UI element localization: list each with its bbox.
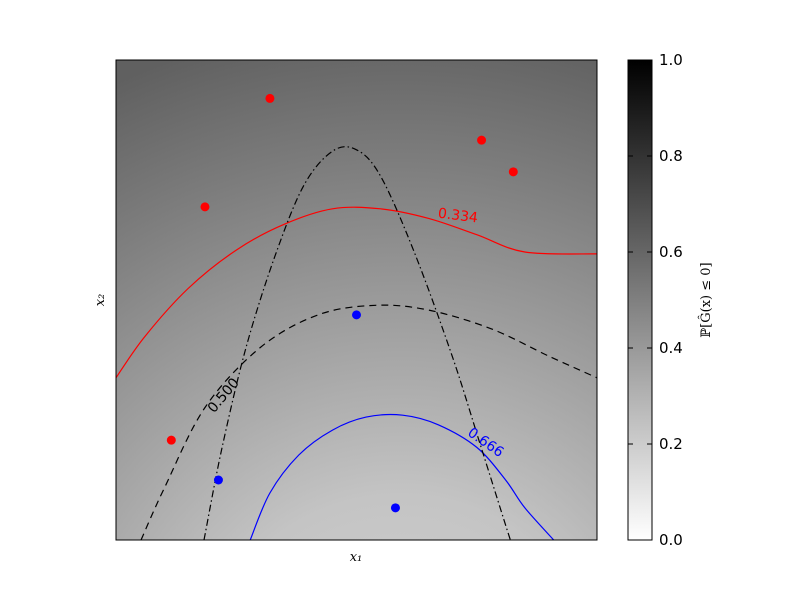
colorbar-tick-label: 1.0 [659,51,683,69]
red-sample-point [265,93,275,103]
colorbar-label: ℙ[Ĝ(x) ≤ 0] [697,262,714,337]
contour-line-0.334 [116,206,597,379]
blue-sample-point [352,310,361,320]
contour-line-0.666 [249,413,555,540]
blue-sample-point [390,503,400,513]
colorbar-tick-label: 0.0 [659,531,683,549]
colorbar-tick-label: 0.2 [659,435,683,453]
contour-layer [116,146,597,540]
blue-sample-point [213,475,223,485]
x-axis-label: x₁ [350,550,363,565]
red-sample-point [477,135,487,145]
y-axis-label: x₂ [93,294,108,307]
contour-label: 0.334 [437,206,479,227]
contour-line-0.500 [140,304,597,540]
colorbar-tick-label: 0.8 [659,147,683,165]
red-sample-point [508,167,518,177]
contour-line-boundary-3 [203,146,511,540]
point-layer [166,93,518,513]
red-sample-point [200,202,210,212]
colorbar-tick-label: 0.4 [659,339,683,357]
plot-frame [115,59,598,541]
red-sample-point [166,435,176,445]
colorbar [627,59,653,541]
colorbar-tick-label: 0.6 [659,243,683,261]
plot-background [116,60,597,540]
colorbar-ticks: 0.0 0.2 0.4 0.6 0.8 1.0 [628,51,683,549]
